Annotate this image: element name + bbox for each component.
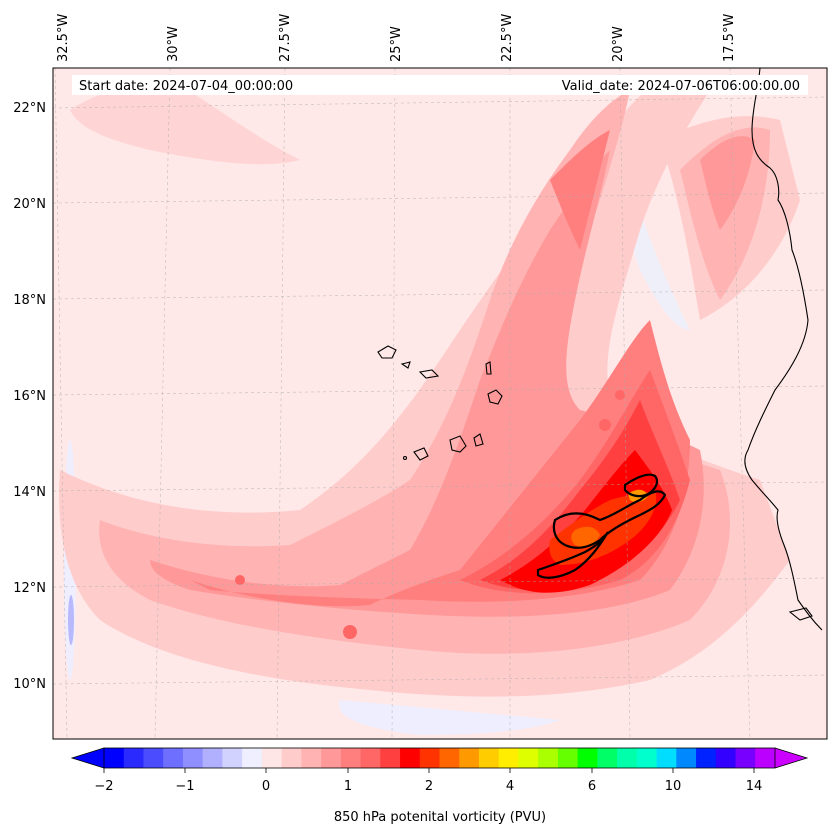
colorbar-swatch <box>498 748 519 768</box>
colorbar-min-arrow <box>72 748 104 768</box>
colorbar-swatch <box>439 748 460 768</box>
pv-contours <box>536 473 667 579</box>
colorbar-tick-label: 2 <box>425 779 433 794</box>
colorbar-max-arrow <box>775 748 807 768</box>
colorbar-swatch <box>400 748 421 768</box>
colorbar-swatch <box>380 748 401 768</box>
colorbar-swatch <box>143 748 164 768</box>
lat-label: 10°N <box>13 677 46 692</box>
graticule <box>53 68 827 739</box>
colorbar-swatch <box>755 748 776 768</box>
colorbar-swatch <box>163 748 184 768</box>
colorbar-swatch <box>617 748 638 768</box>
colorbar-swatch <box>538 748 559 768</box>
lon-label: 32.5°W <box>56 14 71 62</box>
colorbar-tick-label: −2 <box>94 779 113 794</box>
colorbar-arrow-outline <box>70 747 105 769</box>
colorbar-tick-label: 1 <box>344 779 352 794</box>
lon-label: 27.5°W <box>278 14 293 62</box>
colorbar-swatch <box>715 748 737 768</box>
colorbar-swatch <box>518 748 539 768</box>
colorbar-swatch <box>182 748 204 768</box>
colorbar-swatch <box>202 748 223 768</box>
latitude-labels: 22°N 20°N 18°N 16°N 14°N 12°N 10°N <box>13 101 46 692</box>
lat-label: 22°N <box>13 101 46 116</box>
colorbar-swatch <box>735 748 756 768</box>
lon-label: 20°W <box>611 26 626 62</box>
colorbar-ticks <box>103 768 755 773</box>
colorbar-tick-label: 6 <box>588 779 596 794</box>
colorbar-swatch <box>656 748 677 768</box>
lat-label: 20°N <box>13 197 46 212</box>
colorbar-arrow-outline <box>774 747 809 769</box>
coastlines <box>377 68 823 631</box>
colorbar-swatch <box>321 748 342 768</box>
lat-label: 14°N <box>13 485 46 500</box>
colorbar-swatch <box>123 748 144 768</box>
lat-label: 12°N <box>13 581 46 596</box>
pv-field <box>53 68 827 739</box>
colorbar-swatch <box>696 748 717 768</box>
map-frame <box>52 67 828 740</box>
colorbar-swatch <box>281 748 302 768</box>
colorbar-swatch <box>360 748 381 768</box>
colorbar-label: 850 hPa potenital vorticity (PVU) <box>334 810 546 825</box>
lon-label: 17.5°W <box>722 14 737 62</box>
colorbar-swatch <box>676 748 697 768</box>
colorbar-tick-label: −1 <box>175 779 194 794</box>
colorbar-swatch <box>222 748 243 768</box>
longitude-labels: 32.5°W 30°W 27.5°W 25°W 22.5°W 20°W 17.5… <box>56 14 737 62</box>
colorbar-swatch <box>301 748 322 768</box>
colorbar-swatch <box>340 748 362 768</box>
date-header: Start date: 2024-07-04_00:00:00 Valid_da… <box>72 75 808 95</box>
colorbar-swatch <box>557 748 579 768</box>
colorbar-tick-label: 14 <box>746 779 763 794</box>
colorbar-swatch <box>636 748 658 768</box>
colorbar-swatch <box>478 748 500 768</box>
colorbar-swatch <box>261 748 283 768</box>
colorbar-swatch <box>242 748 263 768</box>
lon-label: 30°W <box>166 26 181 62</box>
colorbar-tick-label: 10 <box>665 779 682 794</box>
start-date: Start date: 2024-07-04_00:00:00 <box>79 79 293 94</box>
colorbar-swatches <box>104 748 776 768</box>
lat-label: 18°N <box>13 293 46 308</box>
valid-date: Valid_date: 2024-07-06T06:00:00.00 <box>562 79 800 94</box>
colorbar-tick-label: 4 <box>506 779 514 794</box>
colorbar-outline <box>103 747 776 769</box>
lat-label: 16°N <box>13 389 46 404</box>
colorbar: −2 −1 0 1 2 4 6 10 14 850 hPa potenital … <box>70 747 809 825</box>
colorbar-tick-label: 0 <box>262 779 270 794</box>
colorbar-swatch <box>577 748 598 768</box>
lon-label: 25°W <box>389 26 404 62</box>
colorbar-swatch <box>104 748 125 768</box>
colorbar-swatch <box>419 748 440 768</box>
colorbar-swatch <box>459 748 480 768</box>
colorbar-swatch <box>597 748 618 768</box>
lon-label: 22.5°W <box>500 14 515 62</box>
